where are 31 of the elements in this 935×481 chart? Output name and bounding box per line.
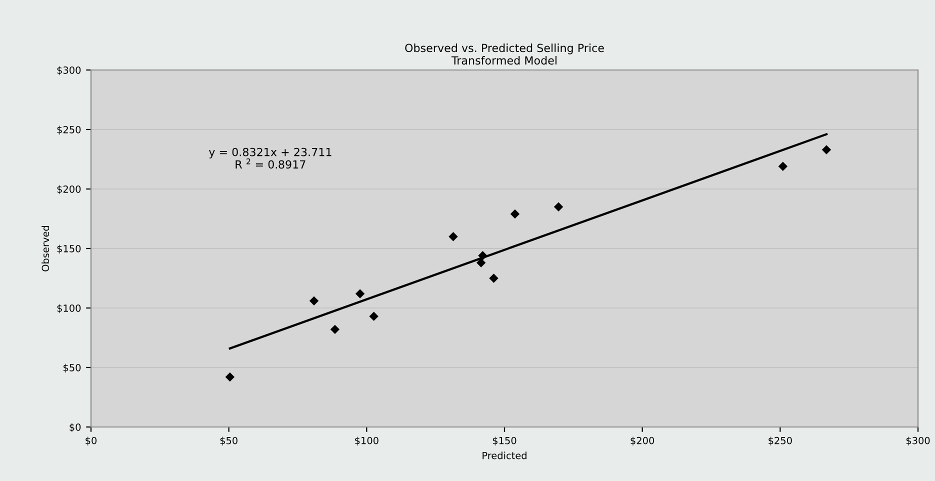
- point: [822, 145, 832, 154]
- x-tick-label: $200: [630, 436, 654, 446]
- x-tick-label: $150: [492, 436, 516, 446]
- y-tick-label: $250: [57, 126, 81, 135]
- y-tick-label: $100: [57, 304, 81, 314]
- point: [778, 162, 788, 171]
- point: [448, 232, 458, 242]
- y-tick-label: $50: [64, 364, 81, 373]
- point: [355, 289, 365, 298]
- point: [369, 312, 378, 321]
- annotation: y = 0.8321x + 23.711 R $^{2}$ = 0.8917: [208, 148, 332, 169]
- point: [476, 258, 486, 268]
- point: [225, 372, 235, 382]
- y-tick-label: $300: [57, 66, 81, 76]
- y-axis-title: Observed: [42, 226, 50, 272]
- point: [489, 274, 498, 283]
- chart-title: Observed vs. Predicted Selling Price Transformed Model: [405, 44, 604, 65]
- x-tick-label: $0: [86, 436, 97, 446]
- x-tick-label: $300: [906, 436, 930, 446]
- point: [510, 209, 520, 219]
- x-tick-label: $50: [220, 436, 238, 446]
- point: [478, 251, 488, 260]
- point: [330, 324, 340, 334]
- y-tick-label: $200: [57, 185, 81, 194]
- x-tick-label: $250: [768, 436, 792, 446]
- point: [309, 296, 319, 306]
- y-tick-label: $0: [70, 423, 81, 432]
- x-tick-label: $100: [355, 436, 378, 446]
- y-tick-label: $150: [57, 244, 81, 254]
- point: [554, 202, 564, 212]
- x-axis-title: Predicted: [482, 452, 526, 460]
